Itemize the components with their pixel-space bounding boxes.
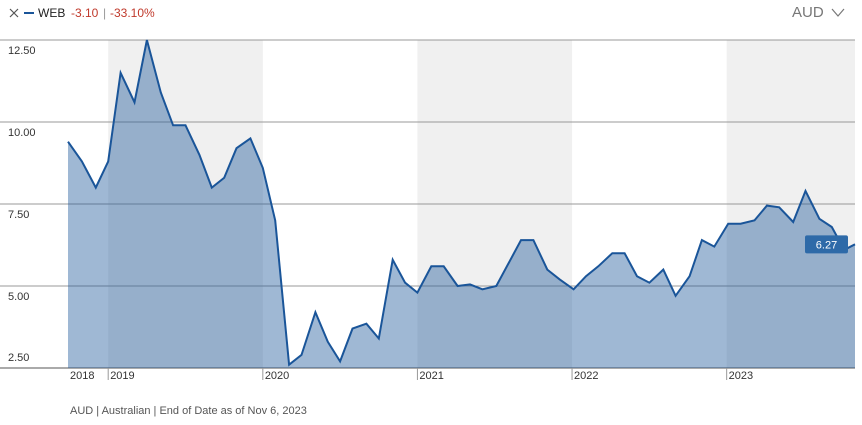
y-tick-label: 12.50: [8, 45, 36, 57]
y-tick-label: 2.50: [8, 352, 29, 364]
currency: AUD: [792, 4, 824, 21]
price-change: -3.10: [71, 6, 99, 20]
x-tick-label: 2023: [729, 370, 753, 382]
footer: AUD | Australian | End of Date as of Nov…: [70, 405, 307, 417]
y-tick-label: 7.50: [8, 209, 29, 221]
y-tick-label: 5.00: [8, 291, 29, 303]
x-tick-label: 2021: [419, 370, 443, 382]
area: [68, 40, 855, 368]
last-value-badge: [805, 235, 848, 254]
chevron: [831, 8, 845, 17]
x-tick-label: 2019: [110, 370, 134, 382]
x-tick-label: 2022: [574, 370, 598, 382]
last-value-label: 6.27: [816, 239, 837, 251]
x-tick-label: 2020: [265, 370, 289, 382]
x-tick-label: 2018: [70, 370, 94, 382]
close-button[interactable]: [9, 8, 19, 18]
legend-label: WEB: [38, 6, 65, 20]
separator: |: [103, 6, 106, 20]
percent-change: -33.10%: [110, 6, 155, 20]
currency-select[interactable]: AUD: [792, 4, 845, 21]
close-icon: [9, 8, 19, 18]
line: [67, 39, 856, 367]
y-tick-label: 10.00: [8, 127, 36, 139]
